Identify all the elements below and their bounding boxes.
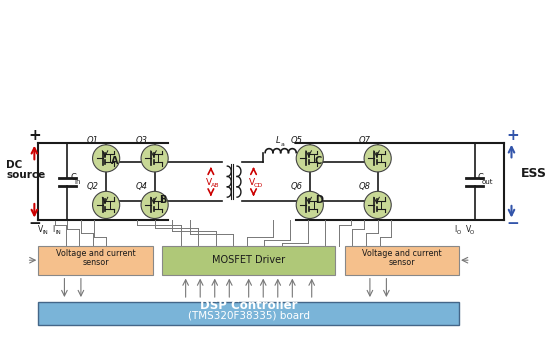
Text: out: out <box>481 178 493 185</box>
FancyBboxPatch shape <box>39 302 459 325</box>
Text: sensor: sensor <box>389 258 415 267</box>
Text: Voltage and current: Voltage and current <box>56 249 135 258</box>
Text: MOSFET Driver: MOSFET Driver <box>212 255 285 265</box>
Text: V: V <box>249 177 255 187</box>
Text: I: I <box>454 225 456 234</box>
Text: B: B <box>160 195 167 205</box>
Circle shape <box>92 145 120 172</box>
Text: IN: IN <box>42 230 48 235</box>
FancyBboxPatch shape <box>162 245 335 275</box>
Text: (TMS320F38335) board: (TMS320F38335) board <box>188 310 310 320</box>
Text: −: − <box>507 216 519 231</box>
Text: +: + <box>29 128 41 143</box>
Text: in: in <box>74 178 81 185</box>
Text: IN: IN <box>56 230 62 235</box>
Circle shape <box>141 191 168 219</box>
Text: I: I <box>52 225 54 234</box>
Text: Q4: Q4 <box>135 182 147 191</box>
Text: source: source <box>6 170 46 180</box>
Circle shape <box>141 145 168 172</box>
Text: a: a <box>280 142 284 147</box>
Text: Q8: Q8 <box>358 182 370 191</box>
Text: V: V <box>466 225 471 234</box>
Text: Q1: Q1 <box>87 136 99 145</box>
Text: Q2: Q2 <box>87 182 99 191</box>
Text: O: O <box>457 230 461 235</box>
Circle shape <box>296 145 323 172</box>
Circle shape <box>364 145 391 172</box>
Text: Q7: Q7 <box>358 136 370 145</box>
Text: −: − <box>29 216 41 231</box>
Text: DC: DC <box>6 160 23 170</box>
Text: AB: AB <box>211 184 219 188</box>
Text: O: O <box>470 230 474 235</box>
Text: L: L <box>276 136 280 145</box>
Circle shape <box>92 191 120 219</box>
Text: Q6: Q6 <box>290 182 303 191</box>
FancyBboxPatch shape <box>345 245 459 275</box>
Text: ESS: ESS <box>521 167 547 180</box>
FancyBboxPatch shape <box>39 245 153 275</box>
Text: V: V <box>206 177 212 187</box>
Text: C: C <box>315 156 322 166</box>
Text: DSP Controller: DSP Controller <box>200 299 298 312</box>
Text: Q3: Q3 <box>135 136 147 145</box>
Text: C: C <box>70 173 76 182</box>
Circle shape <box>296 191 323 219</box>
Text: Voltage and current: Voltage and current <box>362 249 442 258</box>
Text: Q5: Q5 <box>290 136 303 145</box>
Text: CD: CD <box>254 184 263 188</box>
Text: sensor: sensor <box>82 258 109 267</box>
Text: V: V <box>39 225 43 234</box>
Circle shape <box>364 191 391 219</box>
Text: D: D <box>315 195 323 205</box>
Text: +: + <box>507 128 519 143</box>
Text: A: A <box>111 156 118 166</box>
Text: C: C <box>477 173 483 182</box>
